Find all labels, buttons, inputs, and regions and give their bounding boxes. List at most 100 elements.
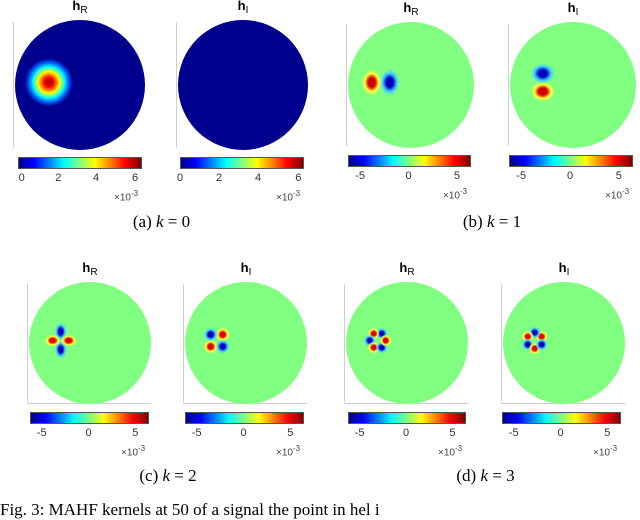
caption-equation: = 0 (167, 212, 191, 231)
caption-variable: k (162, 466, 171, 485)
caption-equation: = 3 (492, 466, 515, 485)
axis-line-vertical (346, 24, 347, 146)
colorbar-tick-label: 0 (405, 170, 412, 182)
axis-line-vertical (508, 24, 509, 146)
colorbar-tick-label: 6 (132, 172, 139, 184)
panel-title: hR (403, 0, 418, 18)
caption-variable: k (486, 212, 495, 231)
scale-base: ×10 (593, 447, 610, 459)
title-main: h (237, 0, 246, 13)
scale-base: ×10 (114, 192, 131, 204)
subfigure-caption: (a) k = 0 (133, 212, 190, 232)
colorbar-tick-label: -5 (191, 427, 202, 439)
colorbar-tick-label: 5 (132, 427, 139, 439)
subfigure-caption: (b) k = 1 (463, 212, 521, 232)
scale-base: ×10 (276, 192, 293, 204)
colorbar-tick-label: 4 (93, 172, 100, 184)
panel-title: hR (399, 260, 414, 278)
colorbar-scale-label: ×10-3 (114, 189, 138, 203)
heatmap-disk (185, 282, 307, 404)
colorbar (18, 157, 142, 169)
colorbar-tick-label: 2 (215, 172, 223, 184)
colorbar-tick-label: 5 (453, 170, 460, 182)
caption-label: (d) (456, 466, 477, 485)
colorbar (348, 155, 471, 167)
axis-line-vertical (27, 284, 28, 402)
heatmap-disk (15, 20, 145, 150)
scale-exponent: -3 (292, 189, 301, 198)
heatmap-disk (348, 22, 474, 148)
colorbar-tick-label: 5 (604, 427, 611, 439)
colorbar-tick-label: 2 (55, 172, 62, 184)
title-main: h (567, 0, 576, 15)
caption-variable: k (155, 212, 164, 231)
axis-line-vertical (183, 284, 184, 402)
scale-base: ×10 (438, 447, 455, 459)
caption-label: (c) (139, 466, 159, 485)
panel-title: hR (72, 0, 87, 16)
colorbar-scale-label: ×10-3 (593, 444, 617, 458)
colorbar-tick-label: -5 (508, 427, 519, 439)
panel-title: hI (241, 260, 252, 278)
scale-exponent: -3 (459, 187, 468, 196)
caption-label: (a) (132, 212, 152, 231)
heatmap-disk (29, 282, 151, 404)
figure-caption: Fig. 3: MAHF kernels at 50 of a signal t… (0, 500, 380, 519)
scale-exponent: -3 (130, 189, 139, 198)
colorbar-tick-label: 0 (557, 427, 564, 439)
colorbar (509, 155, 633, 167)
colorbar (180, 157, 304, 169)
colorbar (30, 412, 149, 424)
scale-exponent: -3 (292, 444, 301, 453)
colorbar-tick-label: 0 (85, 427, 92, 439)
title-subscript: I (575, 7, 579, 18)
colorbar (348, 412, 466, 424)
title-main: h (403, 0, 412, 15)
scale-exponent: -3 (137, 444, 146, 453)
title-main: h (558, 260, 567, 275)
panel-title: hI (559, 260, 570, 278)
colorbar-scale-label: ×10-3 (276, 189, 300, 203)
colorbar (185, 412, 304, 424)
caption-equation: = 1 (498, 212, 522, 231)
colorbar-tick-label: 0 (176, 172, 184, 184)
colorbar-tick-label: 6 (295, 172, 302, 184)
title-subscript: R (411, 7, 419, 18)
colorbar-tick-label: 4 (255, 172, 262, 184)
colorbar-tick-label: 5 (287, 427, 294, 439)
title-subscript: I (566, 267, 570, 278)
heatmap-disk (346, 282, 468, 404)
title-main: h (240, 260, 249, 275)
heatmap-disk (510, 22, 636, 148)
title-main: h (82, 260, 91, 275)
colorbar-tick-label: -5 (516, 170, 527, 182)
title-subscript: R (90, 267, 98, 278)
caption-label: (b) (462, 212, 483, 231)
axis-line-vertical (501, 284, 502, 402)
caption-equation: = 2 (174, 466, 197, 485)
scale-base: ×10 (121, 447, 138, 459)
subfigure-caption: (d) k = 3 (456, 466, 514, 486)
panel-title: hI (238, 0, 249, 16)
colorbar-scale-label: ×10-3 (121, 444, 145, 458)
axis-line-vertical (13, 22, 14, 148)
heatmap-disk (178, 20, 308, 150)
title-subscript: R (407, 267, 415, 278)
colorbar-tick-label: 5 (449, 427, 456, 439)
title-subscript: I (245, 5, 249, 16)
scale-base: ×10 (276, 447, 293, 459)
axis-line-vertical (176, 22, 177, 148)
scale-exponent: -3 (621, 187, 630, 196)
panel-title: hI (568, 0, 579, 18)
colorbar-tick-label: 0 (240, 427, 247, 439)
colorbar-scale-label: ×10-3 (438, 444, 462, 458)
colorbar-tick-label: 0 (18, 172, 25, 184)
caption-variable: k (480, 466, 489, 485)
scale-exponent: -3 (454, 444, 463, 453)
scale-base: ×10 (605, 190, 622, 202)
colorbar-tick-label: 0 (402, 427, 410, 439)
colorbar-tick-label: -5 (354, 427, 365, 439)
axis-line-vertical (344, 284, 345, 402)
title-subscript: R (80, 5, 88, 16)
title-main: h (399, 260, 408, 275)
